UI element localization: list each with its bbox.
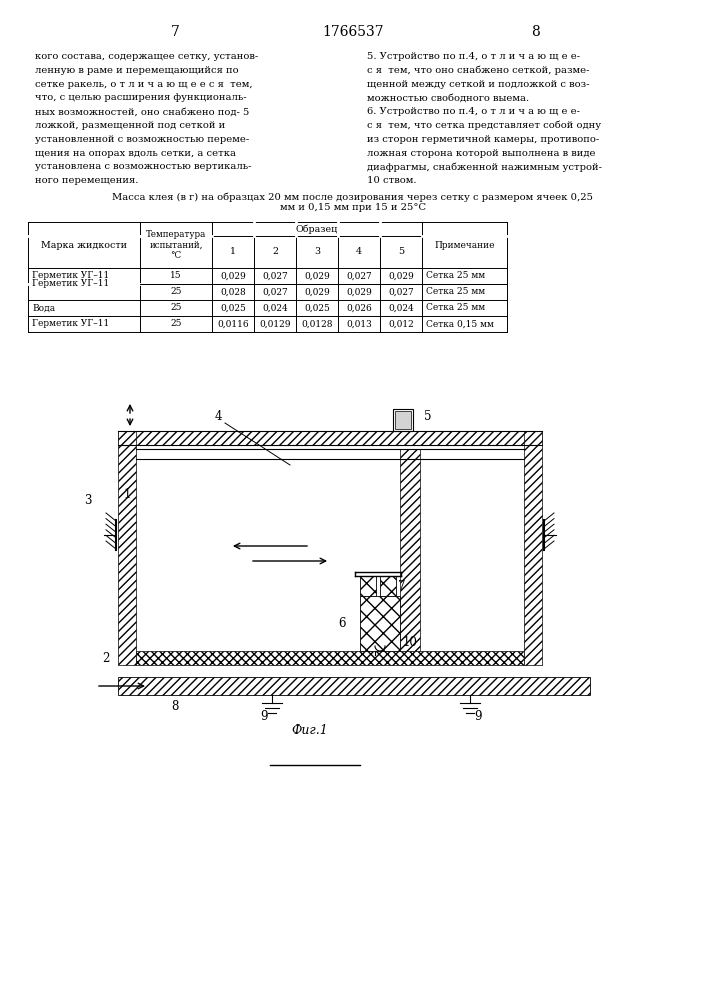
Text: кого состава, содержащее сетку, установ-: кого состава, содержащее сетку, установ-	[35, 52, 258, 61]
Text: 0,0129: 0,0129	[259, 320, 291, 328]
Text: Образец: Образец	[296, 224, 338, 234]
Text: Сетка 25 мм: Сетка 25 мм	[426, 271, 485, 280]
Text: 0,024: 0,024	[388, 304, 414, 312]
Text: 5: 5	[424, 410, 432, 424]
Text: Герметик УГ–11: Герметик УГ–11	[32, 320, 110, 328]
Text: Примечание: Примечание	[434, 240, 495, 249]
Text: 6. Устройство по п.4, о т л и ч а ю щ е е-: 6. Устройство по п.4, о т л и ч а ю щ е …	[367, 107, 580, 116]
Text: Герметик УГ–11: Герметик УГ–11	[32, 279, 110, 288]
Text: 8: 8	[171, 700, 179, 714]
Text: сетке ракель, о т л и ч а ю щ е е с я  тем,: сетке ракель, о т л и ч а ю щ е е с я те…	[35, 80, 252, 89]
Text: 25: 25	[170, 304, 182, 312]
Text: 5: 5	[398, 247, 404, 256]
Text: 8: 8	[531, 25, 539, 39]
Text: щенной между сеткой и подложкой с воз-: щенной между сеткой и подложкой с воз-	[367, 80, 590, 89]
Text: 0,025: 0,025	[304, 304, 330, 312]
Bar	[400, 449, 420, 651]
Text: Герметик УГ–11: Герметик УГ–11	[32, 271, 110, 280]
Text: 0,027: 0,027	[346, 271, 372, 280]
Text: установлена с возможностью вертикаль-: установлена с возможностью вертикаль-	[35, 162, 252, 171]
Text: Сетка 0,15 мм: Сетка 0,15 мм	[426, 320, 494, 328]
Bar	[524, 431, 542, 665]
Text: Масса клея (в г) на образцах 20 мм после дозирования через сетку с размером ячее: Масса клея (в г) на образцах 20 мм после…	[112, 192, 593, 212]
Bar	[118, 431, 136, 665]
Bar	[380, 576, 396, 596]
Text: 2: 2	[272, 247, 278, 256]
Text: 1: 1	[230, 247, 236, 256]
Text: 4: 4	[356, 247, 362, 256]
Text: 0,027: 0,027	[388, 288, 414, 296]
Text: 2: 2	[103, 652, 110, 664]
Text: 0,029: 0,029	[388, 271, 414, 280]
Text: 5. Устройство по п.4, о т л и ч а ю щ е е-: 5. Устройство по п.4, о т л и ч а ю щ е …	[367, 52, 580, 61]
Text: 1766537: 1766537	[322, 25, 384, 39]
Text: Фиг.1: Фиг.1	[291, 724, 328, 736]
Text: 0,029: 0,029	[304, 271, 330, 280]
Text: что, с целью расширения функциональ-: что, с целью расширения функциональ-	[35, 93, 247, 102]
Text: 4: 4	[214, 410, 222, 424]
Text: 0,013: 0,013	[346, 320, 372, 328]
Text: Сетка 25 мм: Сетка 25 мм	[426, 288, 485, 296]
Text: 6: 6	[338, 617, 346, 630]
Text: 0,0128: 0,0128	[301, 320, 333, 328]
Text: 25: 25	[170, 288, 182, 296]
Text: Сетка 25 мм: Сетка 25 мм	[426, 304, 485, 312]
Text: 0,027: 0,027	[262, 288, 288, 296]
Text: ложкой, размещенной под сеткой и: ложкой, размещенной под сеткой и	[35, 121, 226, 130]
Text: 9: 9	[260, 710, 268, 724]
Text: 7: 7	[398, 580, 406, 592]
Text: из сторон герметичной камеры, противопо-: из сторон герметичной камеры, противопо-	[367, 135, 600, 144]
Text: 10 ством.: 10 ством.	[367, 176, 416, 185]
Text: 0,028: 0,028	[220, 288, 246, 296]
Text: с я  тем, что сетка представляет собой одну: с я тем, что сетка представляет собой од…	[367, 121, 601, 130]
Text: 3: 3	[84, 493, 92, 506]
Text: 0,024: 0,024	[262, 304, 288, 312]
Bar	[118, 431, 542, 445]
Text: 15: 15	[170, 271, 182, 280]
Text: Температура
испытаний,
°С: Температура испытаний, °С	[146, 230, 206, 260]
Text: 0,025: 0,025	[220, 304, 246, 312]
Text: 0,029: 0,029	[304, 288, 330, 296]
Bar	[395, 411, 411, 429]
Text: 0,0116: 0,0116	[217, 320, 249, 328]
Text: 0,029: 0,029	[346, 288, 372, 296]
Text: ленную в раме и перемещающийся по: ленную в раме и перемещающийся по	[35, 66, 239, 75]
Text: 0,029: 0,029	[220, 271, 246, 280]
Text: щения на опорах вдоль сетки, а сетка: щения на опорах вдоль сетки, а сетка	[35, 149, 236, 158]
Text: 25: 25	[170, 320, 182, 328]
Bar	[393, 409, 413, 431]
Text: 0,012: 0,012	[388, 320, 414, 328]
Bar	[360, 596, 400, 651]
Text: Вода: Вода	[32, 304, 55, 312]
Text: Марка жидкости: Марка жидкости	[41, 240, 127, 249]
Text: 3: 3	[314, 247, 320, 256]
Text: можностью свободного выема.: можностью свободного выема.	[367, 93, 529, 102]
Bar	[118, 677, 590, 695]
Text: 7: 7	[170, 25, 180, 39]
Text: с я  тем, что оно снабжено сеткой, разме-: с я тем, что оно снабжено сеткой, разме-	[367, 66, 590, 75]
Text: установленной с возможностью переме-: установленной с возможностью переме-	[35, 135, 250, 144]
Text: 0,027: 0,027	[262, 271, 288, 280]
Text: 0,026: 0,026	[346, 304, 372, 312]
Text: диафрагмы, снабженной нажимным устрой-: диафрагмы, снабженной нажимным устрой-	[367, 162, 602, 172]
Text: ного перемещения.: ного перемещения.	[35, 176, 139, 185]
Text: ных возможностей, оно снабжено под- 5: ных возможностей, оно снабжено под- 5	[35, 107, 250, 116]
Text: 9: 9	[474, 710, 481, 724]
Bar	[136, 651, 524, 665]
Text: ложная сторона которой выполнена в виде: ложная сторона которой выполнена в виде	[367, 149, 595, 158]
Text: 10: 10	[402, 637, 417, 650]
Bar	[360, 576, 376, 596]
Text: 1: 1	[123, 488, 131, 502]
